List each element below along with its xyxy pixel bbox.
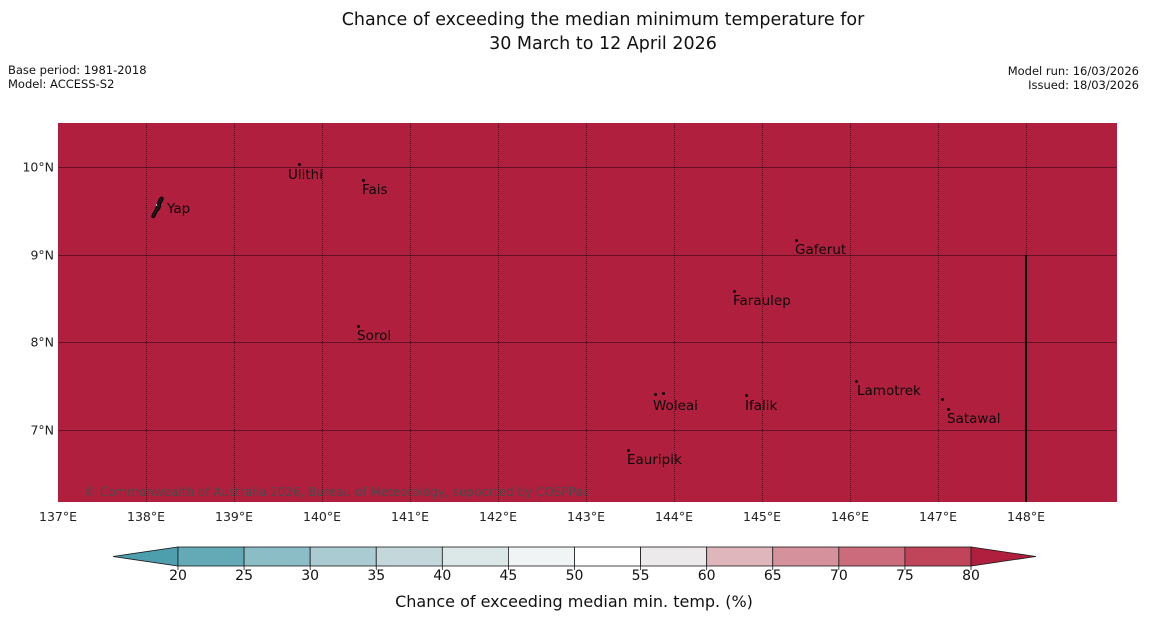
colorbar-segment [177,546,245,567]
lon-axis-label: 146°E [830,509,870,524]
colorbar-tick-label: 20 [169,568,187,584]
lon-axis-label: 138°E [126,509,166,524]
colorbar-tick-label: 80 [962,568,980,584]
lat-axis-label: 10°N [22,159,54,175]
colorbar-segment [904,546,972,567]
lat-axis-label: 9°N [30,247,54,263]
lon-gridline [410,123,411,502]
chart-title: Chance of exceeding the median minimum t… [342,8,865,56]
island-label-sorol: Sorol [357,328,392,344]
lon-axis-label: 142°E [478,509,518,524]
lon-gridline [674,123,675,502]
lon-axis-label: 143°E [566,509,606,524]
colorbar-segment [508,546,575,567]
colorbar-segment [574,546,641,567]
lon-axis-label: 144°E [654,509,694,524]
state-boundary-line [1025,255,1027,502]
chart-title-line2: 30 March to 12 April 2026 [489,34,717,54]
colorbar-tick-label: 35 [367,568,386,584]
map-copyright: © Commonwealth of Australia 2026, Bureau… [84,485,590,499]
lon-axis-label: 148°E [1006,509,1046,524]
meta-right: Model run: 16/03/2026 Issued: 18/03/2026 [1007,64,1139,92]
colorbar-tick-label: 45 [499,568,518,584]
island-dot [941,398,944,401]
colorbar-segment [640,546,708,567]
island-dot [947,408,950,411]
colorbar-segment [772,546,840,567]
colorbar-tick-label: 30 [301,568,320,584]
lat-gridline [58,430,1117,431]
meta-left: Base period: 1981-2018 Model: ACCESS-S2 [8,63,147,91]
island-label-lamotrek: Lamotrek [857,383,921,399]
island-label-eauripik: Eauripik [627,452,682,468]
colorbar-tick-label: 25 [235,568,253,584]
lon-gridline [234,123,235,502]
yap-island-icon [151,196,164,219]
colorbar-segment [706,546,774,567]
map-canvas: © Commonwealth of Australia 2026, Bureau… [58,123,1117,502]
island-label-woleai: Woleai [653,398,698,414]
lat-axis-label: 8°N [30,334,54,350]
lon-gridline [322,123,323,502]
colorbar [112,546,1037,570]
island-dot [654,393,657,396]
colorbar-over-arrow [970,546,1037,567]
colorbar-tick-label: 75 [895,568,914,584]
island-label-ulithi: Ulithi [288,167,323,183]
island-dot [795,239,798,242]
colorbar-tick-label: 40 [433,568,452,584]
lon-axis-label: 141°E [390,509,430,524]
island-dot [627,449,630,452]
island-label-ifalik: Ifalik [745,398,778,414]
lon-gridline [850,123,851,502]
lon-axis-label: 139°E [214,509,254,524]
colorbar-segment [309,546,377,567]
island-label-faraulep: Faraulep [733,293,791,309]
colorbar-tick-label: 70 [829,568,848,584]
lon-gridline [938,123,939,502]
island-dot [357,325,360,328]
lat-gridline [58,255,1117,256]
colorbar-tick-label: 60 [697,568,716,584]
colorbar-tick-label: 55 [631,568,650,584]
island-label-gaferut: Gaferut [795,242,847,258]
colorbar-segment [375,546,443,567]
lat-gridline [58,167,1117,168]
meta-issued: Issued: 18/03/2026 [1028,77,1139,92]
colorbar-tick-label: 50 [565,568,584,584]
lat-axis-label: 7°N [30,422,54,438]
island-dot [362,179,365,182]
colorbar-tick-label: 65 [763,568,782,584]
island-label-fais: Fais [362,182,388,198]
chart-title-line1: Chance of exceeding the median minimum t… [341,10,865,30]
island-dot [733,290,736,293]
meta-model-run: Model run: 16/03/2026 [1007,64,1139,78]
lon-axis-label: 145°E [742,509,782,524]
colorbar-segment [441,546,509,567]
lon-axis-label: 137°E [38,509,78,524]
lon-gridline [498,123,499,502]
meta-base-period: Base period: 1981-2018 [8,63,147,77]
island-dot [855,380,858,383]
lon-axis-label: 140°E [302,509,342,524]
island-dot [298,163,301,166]
lon-gridline [146,123,147,502]
colorbar-segment [243,546,311,567]
colorbar-under-arrow [112,546,179,567]
colorbar-title: Chance of exceeding median min. temp. (%… [395,592,753,611]
colorbar-segment [838,546,906,567]
island-dot [662,392,665,395]
lon-axis-label: 147°E [918,509,958,524]
meta-model: Model: ACCESS-S2 [8,76,115,91]
island-label-yap: Yap [167,201,191,217]
island-dot [745,394,748,397]
lat-gridline [58,342,1117,343]
island-label-satawal: Satawal [947,411,1001,427]
lon-gridline [762,123,763,502]
lon-gridline [586,123,587,502]
